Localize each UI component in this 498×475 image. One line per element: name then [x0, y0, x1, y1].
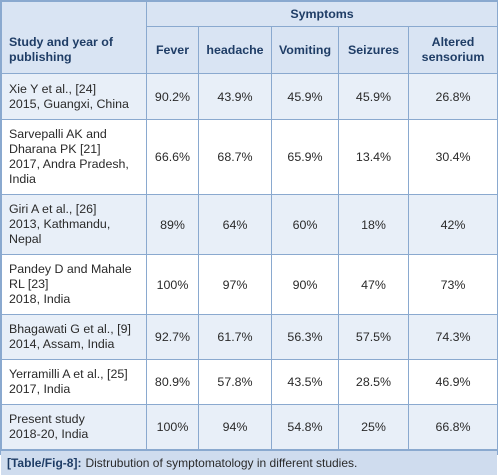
column-header-seizures: Seizures	[338, 26, 409, 74]
table-body: Xie Y et al., [24] 2015, Guangxi, China 90…	[1, 73, 498, 450]
column-header-fever: Fever	[146, 26, 199, 74]
caption-text: Distrubution of symptomatology in differ…	[85, 456, 358, 470]
study-line: Present study	[9, 412, 85, 426]
table-row: Present study 2018-20, India 100% 94% 54.8% 2…	[1, 404, 498, 450]
value-cell: 28.5%	[338, 359, 409, 405]
column-header-vomiting: Vomiting	[271, 26, 339, 74]
study-line: 2018-20, India	[9, 427, 89, 441]
study-cell: Present study 2018-20, India	[1, 404, 147, 450]
value-cell: 43.5%	[271, 359, 339, 405]
study-line: Nepal	[9, 232, 42, 246]
value-cell: 65.9%	[271, 119, 339, 195]
study-cell: Xie Y et al., [24] 2015, Guangxi, China	[1, 73, 147, 120]
value-cell: 42%	[407, 194, 498, 255]
value-cell: 90.2%	[146, 73, 199, 120]
study-line: 2017, Andra Pradesh,	[9, 157, 129, 171]
study-line: Yerramilli A et al., [25]	[9, 367, 128, 381]
value-cell: 45.9%	[271, 73, 339, 120]
value-cell: 18%	[338, 194, 409, 255]
study-line: Xie Y et al., [24]	[9, 81, 97, 96]
column-header-row: Fever headache Vomiting Seizures Altered…	[2, 26, 498, 74]
symptoms-group-header: Symptoms	[145, 1, 498, 27]
value-cell: 92.7%	[146, 314, 199, 360]
study-column-header: Study and year of publishing	[1, 1, 147, 74]
study-line: India	[9, 172, 36, 186]
study-line: 2017, India	[9, 382, 71, 396]
table-row: Giri A et al., [26] 2013, Kathmandu, Nepal…	[1, 194, 498, 255]
value-cell: 68.7%	[198, 119, 272, 195]
value-cell: 90%	[271, 254, 339, 315]
study-cell: Giri A et al., [26] 2013, Kathmandu, Nepal	[1, 194, 147, 255]
study-line: Bhagawati G et al., [9]	[9, 322, 131, 336]
value-cell: 80.9%	[146, 359, 199, 405]
value-cell: 64%	[198, 194, 272, 255]
value-cell: 89%	[146, 194, 199, 255]
value-cell: 74.3%	[407, 314, 498, 360]
value-cell: 25%	[338, 404, 409, 450]
study-line: Giri A et al., [26]	[9, 202, 97, 216]
value-cell: 54.8%	[271, 404, 339, 450]
study-cell: Sarvepalli AK and Dharana PK [21] 2017, An…	[1, 119, 147, 195]
value-cell: 97%	[198, 254, 272, 315]
study-line: Pandey D and Mahale	[9, 262, 132, 276]
value-cell: 30.4%	[407, 119, 498, 195]
value-cell: 46.9%	[407, 359, 498, 405]
study-line: 2015, Guangxi, China	[9, 96, 129, 111]
table-row: Bhagawati G et al., [9] 2014, Assam, Indi…	[1, 314, 498, 360]
value-cell: 66.8%	[407, 404, 498, 450]
study-cell: Yerramilli A et al., [25] 2017, India	[1, 359, 147, 405]
value-cell: 66.6%	[146, 119, 199, 195]
figure-caption: [Table/Fig-8]: Distrubution of symptomat…	[1, 450, 497, 475]
table-row: Pandey D and Mahale RL [23] 2018, India 100…	[1, 254, 498, 315]
table-row: Xie Y et al., [24] 2015, Guangxi, China 90…	[1, 73, 498, 120]
study-line: Dharana PK [21]	[9, 142, 101, 156]
table-row: Yerramilli A et al., [25] 2017, India 80.9…	[1, 359, 498, 405]
study-line: 2014, Assam, India	[9, 337, 115, 351]
value-cell: 13.4%	[338, 119, 409, 195]
value-cell: 61.7%	[198, 314, 272, 360]
value-cell: 94%	[198, 404, 272, 450]
value-cell: 73%	[407, 254, 498, 315]
symptoms-table: Study and year of publishing Symptoms Fe…	[1, 1, 498, 450]
study-line: Sarvepalli AK and	[9, 127, 107, 141]
study-line: 2013, Kathmandu,	[9, 217, 111, 231]
column-header-headache: headache	[198, 26, 272, 74]
value-cell: 57.5%	[338, 314, 409, 360]
value-cell: 56.3%	[271, 314, 339, 360]
study-line: 2018, India	[9, 292, 71, 306]
study-cell: Bhagawati G et al., [9] 2014, Assam, Indi…	[1, 314, 147, 360]
table-row: Sarvepalli AK and Dharana PK [21] 2017, An…	[1, 119, 498, 195]
column-header-altered-sensorium: Altered sensorium	[407, 26, 498, 74]
study-line: RL [23]	[9, 277, 49, 291]
caption-tag: [Table/Fig-8]:	[7, 456, 82, 470]
value-cell: 43.9%	[198, 73, 272, 120]
value-cell: 47%	[338, 254, 409, 315]
value-cell: 60%	[271, 194, 339, 255]
study-cell: Pandey D and Mahale RL [23] 2018, India	[1, 254, 147, 315]
value-cell: 45.9%	[338, 73, 409, 120]
table-head: Study and year of publishing Symptoms Fe…	[1, 1, 498, 74]
value-cell: 26.8%	[407, 73, 498, 120]
value-cell: 57.8%	[198, 359, 272, 405]
value-cell: 100%	[146, 404, 199, 450]
value-cell: 100%	[146, 254, 199, 315]
